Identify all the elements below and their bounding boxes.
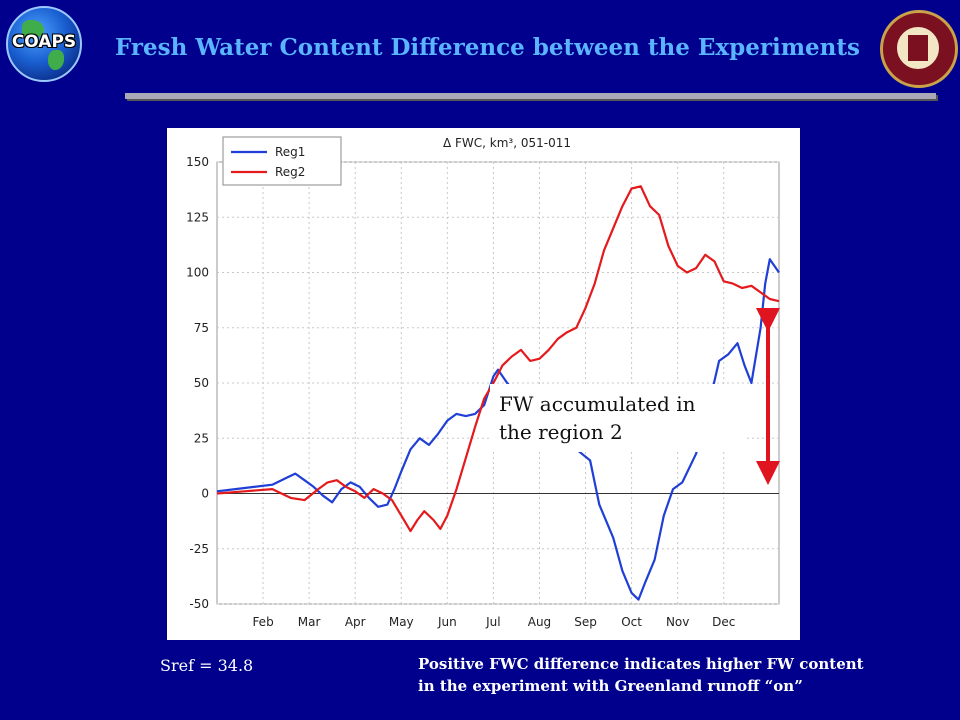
y-tick-label: 25 [194, 431, 209, 445]
y-tick-label: 75 [194, 321, 209, 335]
x-tick-label: Nov [666, 615, 689, 629]
x-tick-label: Jun [437, 615, 457, 629]
sref-label: Sref = 34.8 [160, 656, 254, 675]
y-tick-label: 50 [194, 376, 209, 390]
fsu-seal-logo [880, 10, 958, 88]
chart-title: Δ FWC, km³, 051-011 [443, 136, 571, 150]
y-tick-label: -50 [189, 597, 209, 611]
seal-emblem-icon [908, 35, 928, 61]
coaps-logo-text: COAPS [11, 32, 77, 52]
y-tick-label: 150 [186, 155, 209, 169]
globe-land-icon-2 [48, 50, 64, 70]
coaps-logo: COAPS [6, 6, 82, 82]
x-tick-label: Feb [252, 615, 273, 629]
y-tick-label: 125 [186, 210, 209, 224]
annotation-callout: FW accumulated in the region 2 [490, 384, 746, 452]
title-divider [125, 93, 936, 99]
callout-text: FW accumulated in the region 2 [499, 392, 696, 444]
slide-title: Fresh Water Content Difference between t… [115, 34, 860, 61]
y-tick-label: 0 [201, 487, 209, 501]
x-tick-label: May [389, 615, 414, 629]
globe-land-icon [22, 20, 44, 38]
x-tick-label: Aug [528, 615, 551, 629]
series-line-reg2 [216, 185, 780, 533]
x-tick-label: Apr [345, 615, 366, 629]
footer-note: Positive FWC difference indicates higher… [418, 655, 864, 695]
x-tick-label: Mar [298, 615, 321, 629]
y-tick-label: 100 [186, 266, 209, 280]
x-tick-label: Sep [574, 615, 597, 629]
x-tick-label: Jul [485, 615, 500, 629]
x-tick-label: Oct [621, 615, 642, 629]
x-tick-label: Dec [712, 615, 735, 629]
y-tick-label: -25 [189, 542, 209, 556]
legend-box [222, 136, 342, 186]
legend-label-reg2: Reg2 [275, 165, 305, 179]
seal-inner-icon [895, 25, 941, 71]
legend-label-reg1: Reg1 [275, 145, 305, 159]
